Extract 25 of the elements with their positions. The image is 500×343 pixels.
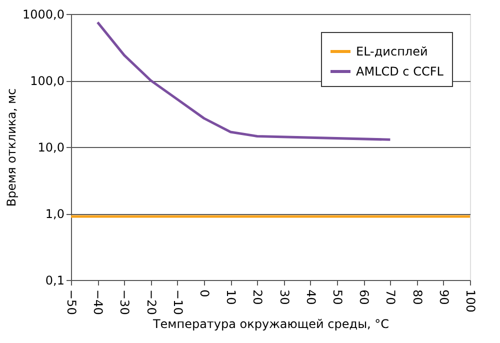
x-tick-label: 80	[410, 290, 424, 305]
y-tick-label: 100,0	[30, 74, 64, 88]
y-axis-title: Время отклика, мс	[4, 88, 19, 207]
x-tick-label: 90	[436, 290, 451, 305]
x-tick-label: −30	[118, 290, 132, 315]
x-tick-label: −10	[170, 290, 185, 315]
y-tick-label: 1000,0	[22, 8, 64, 22]
y-tick-label: 0,1	[45, 274, 64, 288]
x-tick-label: 70	[384, 290, 398, 305]
x-tick-label: 10	[224, 290, 238, 305]
x-tick-label: 60	[357, 290, 372, 305]
y-tick-label: 1,0	[45, 207, 64, 221]
x-tick-label: 40	[304, 290, 318, 305]
x-tick-label: 50	[330, 290, 344, 305]
x-tick-label: 0	[198, 290, 212, 298]
x-axis-title: Температура окружающей среды, °C	[152, 316, 390, 331]
legend-label: EL-дисплей	[356, 44, 428, 58]
x-tick-label: −20	[144, 290, 158, 315]
x-tick-label: 20	[250, 290, 265, 305]
x-tick-label: 30	[277, 290, 292, 305]
y-tick-label: 10,0	[38, 140, 64, 154]
x-tick-label: −50	[64, 290, 78, 315]
x-tick-label: 100	[464, 290, 478, 312]
x-tick-label: −40	[91, 290, 106, 315]
legend-label: AMLCD с CCFL	[356, 64, 444, 78]
